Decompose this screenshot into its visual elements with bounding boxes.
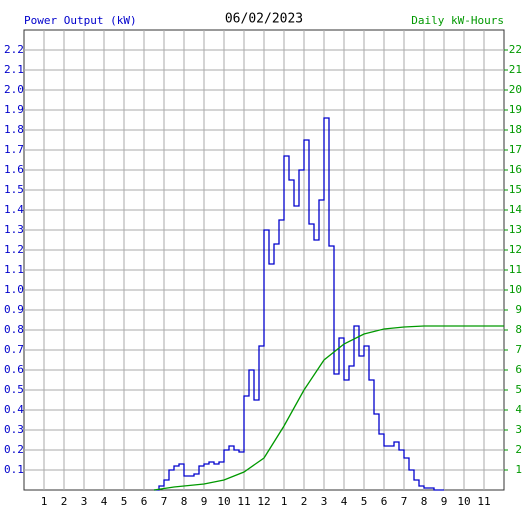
x-tick-label: 9 — [441, 495, 448, 508]
series-line — [154, 117, 444, 491]
y-tick-label: 1.1 — [4, 263, 24, 276]
y2-tick-label: 9 — [515, 303, 522, 316]
y-tick-label: 1.8 — [4, 123, 24, 136]
y-tick-label: 2.0 — [4, 83, 24, 96]
y-tick-label: 0.1 — [4, 463, 24, 476]
x-tick-label: 10 — [457, 495, 470, 508]
y-tick-label: 1.0 — [4, 283, 24, 296]
y2-tick-label: 5 — [515, 383, 522, 396]
x-tick-label: 8 — [181, 495, 188, 508]
y2-tick-label: 14 — [509, 203, 523, 216]
y2-tick-label: 1 — [515, 463, 522, 476]
y-tick-label: 1.7 — [4, 143, 24, 156]
series-line — [153, 325, 504, 491]
x-tick-label: 11 — [477, 495, 490, 508]
y-tick-label: 1.6 — [4, 163, 24, 176]
y2-tick-label: 7 — [515, 343, 522, 356]
y2-tick-label: 4 — [515, 403, 522, 416]
y2-tick-label: 13 — [509, 223, 522, 236]
y2-tick-label: 15 — [509, 183, 522, 196]
y2-tick-label: 20 — [509, 83, 522, 96]
x-tick-label: 9 — [201, 495, 208, 508]
y2-tick-label: 2 — [515, 443, 522, 456]
x-tick-label: 2 — [61, 495, 68, 508]
y-tick-label: 0.5 — [4, 383, 24, 396]
x-tick-label: 10 — [217, 495, 230, 508]
x-tick-label: 7 — [161, 495, 168, 508]
y-tick-label: 0.2 — [4, 443, 24, 456]
y2-tick-label: 3 — [515, 423, 522, 436]
y2-tick-label: 16 — [509, 163, 522, 176]
y2-tick-label: 22 — [509, 43, 522, 56]
y-tick-label: 0.7 — [4, 343, 24, 356]
y2-tick-label: 21 — [509, 63, 522, 76]
x-tick-label: 1 — [281, 495, 288, 508]
y-tick-label: 0.3 — [4, 423, 24, 436]
y-tick-label: 2.1 — [4, 63, 24, 76]
y2-tick-label: 6 — [515, 363, 522, 376]
y-tick-label: 1.3 — [4, 223, 24, 236]
y-tick-label: 0.4 — [4, 403, 24, 416]
y-tick-label: 1.2 — [4, 243, 24, 256]
y2-tick-label: 19 — [509, 103, 522, 116]
y2-tick-label: 11 — [509, 263, 522, 276]
x-tick-label: 1 — [41, 495, 48, 508]
x-tick-label: 5 — [121, 495, 128, 508]
x-tick-label: 3 — [81, 495, 88, 508]
x-tick-label: 11 — [237, 495, 250, 508]
y-tick-label: 1.9 — [4, 103, 24, 116]
chart-title: 06/02/2023 — [225, 12, 303, 27]
y2-axis-label: Daily kW-Hours — [411, 14, 504, 27]
y-tick-label: 1.5 — [4, 183, 24, 196]
x-tick-label: 4 — [341, 495, 348, 508]
y-tick-label: 2.2 — [4, 43, 24, 56]
y-tick-label: 1.4 — [4, 203, 24, 216]
x-tick-label: 12 — [257, 495, 270, 508]
y2-tick-label: 18 — [509, 123, 522, 136]
x-tick-label: 6 — [381, 495, 388, 508]
x-tick-label: 5 — [361, 495, 368, 508]
y2-tick-label: 10 — [509, 283, 522, 296]
y2-tick-label: 8 — [515, 323, 522, 336]
y-tick-label: 0.9 — [4, 303, 24, 316]
y2-tick-label: 17 — [509, 143, 522, 156]
x-tick-label: 3 — [321, 495, 328, 508]
y-tick-label: 0.6 — [4, 363, 24, 376]
x-tick-label: 8 — [421, 495, 428, 508]
x-tick-label: 4 — [101, 495, 108, 508]
x-tick-label: 2 — [301, 495, 308, 508]
y-tick-label: 0.8 — [4, 323, 24, 336]
x-tick-label: 6 — [141, 495, 148, 508]
y-axis-label: Power Output (kW) — [24, 14, 137, 27]
y2-tick-label: 12 — [509, 243, 522, 256]
x-tick-label: 7 — [401, 495, 408, 508]
